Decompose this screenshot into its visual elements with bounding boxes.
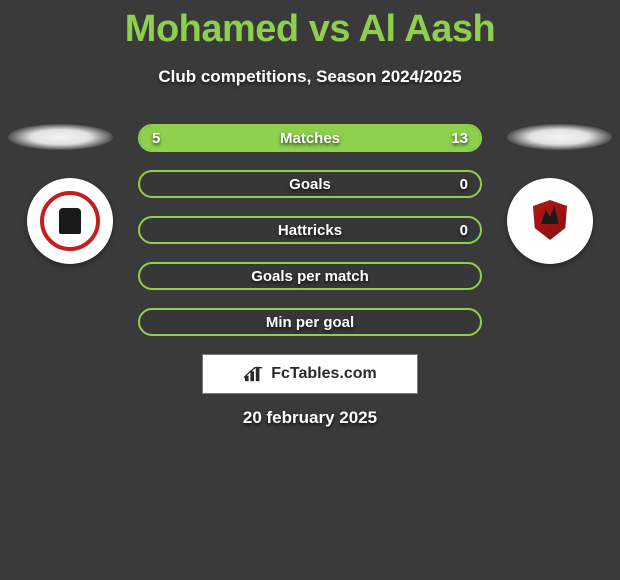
right-player-avatar-placeholder	[507, 124, 612, 150]
stats-container: 5 Matches 13 Goals 0 Hattricks 0 Goals per matc…	[138, 124, 482, 354]
stat-row: 5 Matches 13	[138, 124, 482, 152]
date-label: 20 february 2025	[0, 408, 620, 428]
page-title: Mohamed vs Al Aash	[0, 0, 620, 51]
right-club-crest-icon	[515, 186, 585, 256]
left-player-avatar-placeholder	[8, 124, 113, 150]
brand-footer[interactable]: FcTables.com	[202, 354, 418, 394]
stat-value-right: 13	[451, 130, 468, 147]
stat-label: Goals per match	[251, 268, 369, 285]
stat-label: Goals	[289, 176, 331, 193]
stat-row: Goals 0	[138, 170, 482, 198]
stat-value-right: 0	[460, 222, 468, 239]
stat-row: Min per goal	[138, 308, 482, 336]
stat-fill-right	[235, 126, 480, 150]
stat-label: Matches	[280, 130, 340, 147]
stat-row: Hattricks 0	[138, 216, 482, 244]
brand-label: FcTables.com	[271, 365, 377, 383]
left-club-badge	[27, 178, 113, 264]
stat-label: Hattricks	[278, 222, 342, 239]
stat-value-right: 0	[460, 176, 468, 193]
left-club-crest-icon	[35, 186, 105, 256]
stat-label: Min per goal	[266, 314, 354, 331]
stat-row: Goals per match	[138, 262, 482, 290]
bar-chart-icon	[243, 365, 265, 383]
stat-value-left: 5	[152, 130, 160, 147]
right-club-badge	[507, 178, 593, 264]
page-subtitle: Club competitions, Season 2024/2025	[0, 67, 620, 87]
